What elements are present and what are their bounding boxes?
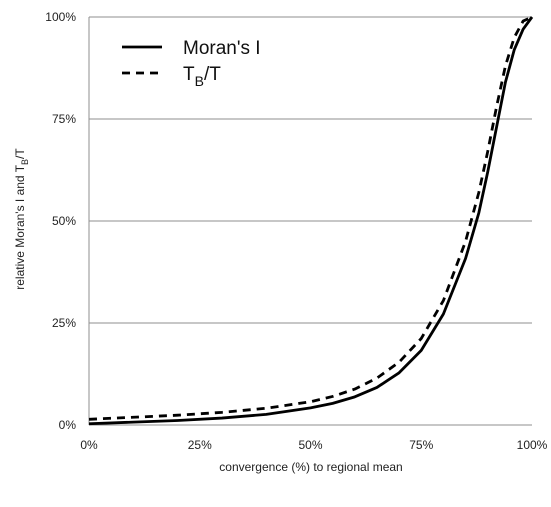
legend-label-tb-t-prefix: T	[183, 64, 195, 85]
y-tick-label: 25%	[52, 316, 76, 330]
y-axis-title-prefix: relative Moran's I and T	[13, 164, 27, 289]
y-tick-label: 100%	[45, 10, 76, 24]
y-axis-title: relative Moran's I and TB/T	[13, 148, 30, 290]
legend: Moran's I TB/T	[122, 38, 261, 89]
legend-label-tb-t-subscript: B	[195, 73, 204, 89]
x-tick-label: 25%	[188, 438, 212, 452]
grid-layer	[89, 16, 532, 324]
series-line-tb-t	[88, 15, 533, 421]
y-tick-label: 50%	[52, 214, 76, 228]
legend-label-tb-t: TB/T	[183, 64, 221, 89]
y-tick-label: 0%	[59, 418, 77, 432]
legend-label-tb-t-suffix: /T	[204, 64, 221, 85]
y-axis-title-suffix: /T	[13, 148, 27, 159]
x-tick-label: 0%	[80, 438, 98, 452]
x-tick-label: 50%	[298, 438, 322, 452]
y-axis-title-subscript: B	[20, 159, 30, 165]
x-axis-title: convergence (%) to regional mean	[219, 460, 402, 474]
y-tick-label: 75%	[52, 112, 76, 126]
series-layer	[88, 15, 534, 426]
axes-layer	[88, 17, 532, 426]
x-tick-label: 100%	[517, 438, 548, 452]
ticks-layer: 0% 25% 50% 75% 100% 0% 25% 50% 75% 100%	[45, 10, 547, 452]
x-tick-label: 75%	[409, 438, 433, 452]
series-line-morans-i	[88, 16, 534, 426]
legend-label-morans-i: Moran's I	[183, 38, 261, 59]
